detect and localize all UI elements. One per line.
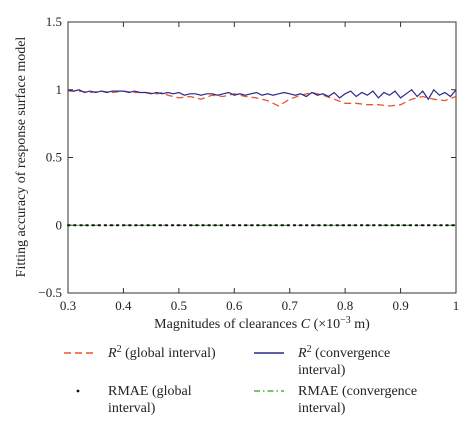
- legend-label: R2 (convergence: [297, 344, 390, 362]
- legend-label: R2 (global interval): [107, 344, 216, 362]
- y-tick-label: 0: [56, 217, 63, 232]
- legend-label-line2: interval): [108, 401, 156, 416]
- legend-item-3: RMAE (convergence interval): [254, 384, 417, 416]
- legend-label-line2: interval): [298, 363, 346, 378]
- x-tick-label: 0.8: [337, 298, 353, 313]
- tick-labels: 0.3 0.4 0.5 0.6 0.7 0.8 0.9 1 −0.5 0 0.5 1 1.5: [38, 14, 459, 313]
- x-tick-label: 1: [453, 298, 460, 313]
- series-line-0: [68, 90, 457, 107]
- x-tick-label: 0.9: [392, 298, 408, 313]
- y-tick-label: 0.5: [46, 150, 62, 165]
- y-tick-label: −0.5: [38, 285, 62, 300]
- x-tick-label: 0.5: [171, 298, 187, 313]
- series-line-1: [67, 88, 457, 101]
- legend-item-0: R2 (global interval): [64, 344, 216, 362]
- x-tick-label: 0.3: [60, 298, 76, 313]
- x-axis-label: Magnitudes of clearances C (×10−3 m): [154, 315, 370, 333]
- legend-label: RMAE (global: [108, 384, 192, 399]
- x-tick-label: 0.6: [226, 298, 243, 313]
- legend: R2 (global interval) R2 (convergenceinter…: [64, 344, 417, 416]
- axes: [67, 21, 457, 294]
- legend-item-2: RMAE (global interval): [76, 384, 192, 416]
- plot-frame: [67, 21, 457, 294]
- series-layer: [67, 88, 457, 227]
- legend-label: RMAE (convergence: [298, 384, 417, 399]
- x-tick-label: 0.7: [282, 298, 299, 313]
- x-tick-label: 0.4: [115, 298, 132, 313]
- y-tick-label: 1: [56, 82, 63, 97]
- y-tick-label: 1.5: [46, 14, 62, 29]
- y-axis-label: Fitting accuracy of response surface mod…: [14, 37, 29, 278]
- legend-swatch: [76, 389, 80, 393]
- legend-label-line2: interval): [298, 401, 346, 416]
